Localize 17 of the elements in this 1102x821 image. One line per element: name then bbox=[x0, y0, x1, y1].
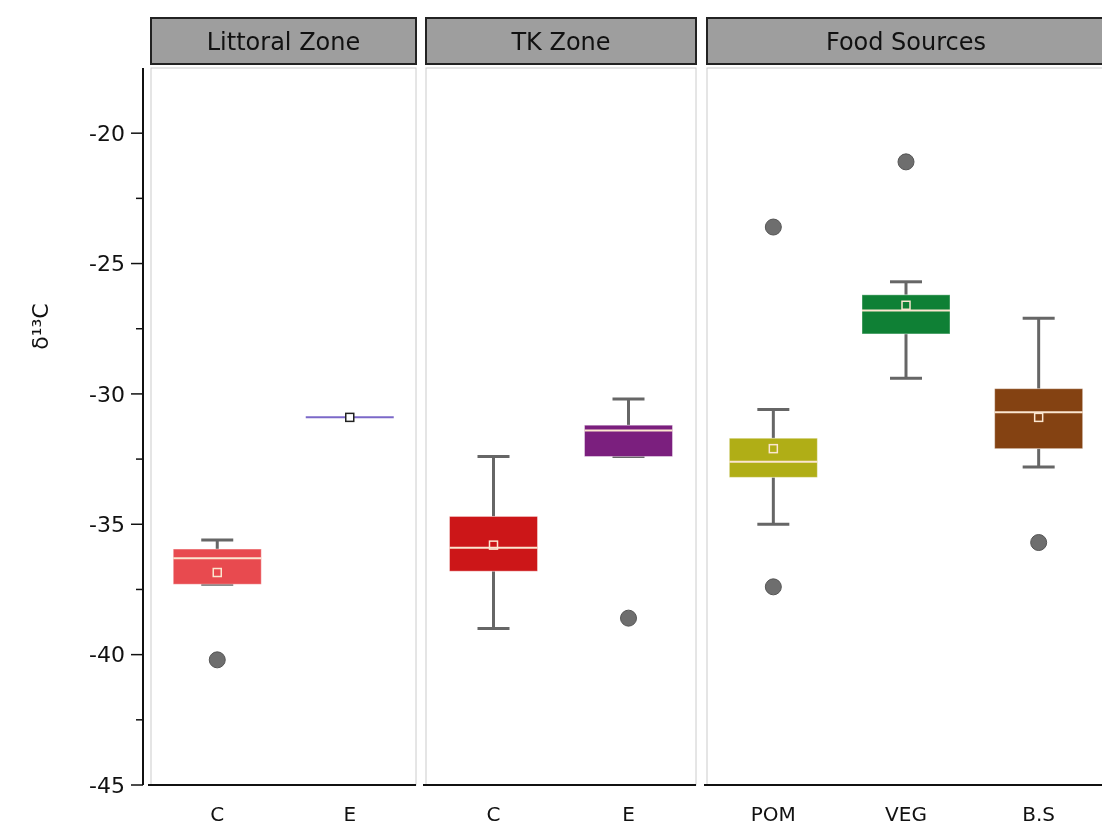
x-tick-label: C bbox=[210, 802, 225, 821]
x-tick-label: E bbox=[622, 802, 635, 821]
x-tick-label: E bbox=[343, 802, 357, 821]
y-tick-label: -40 bbox=[89, 642, 125, 668]
y-tick-label: -25 bbox=[89, 251, 125, 277]
chart-title: Food Sources bbox=[825, 28, 987, 56]
y-tick-label: -20 bbox=[89, 120, 125, 146]
y-tick-label: -45 bbox=[89, 772, 125, 798]
x-tick-label: C bbox=[486, 802, 501, 821]
x-tick-label: B.S bbox=[1022, 802, 1056, 821]
x-tick-label: VEG bbox=[885, 802, 927, 821]
chart-title: TK Zone bbox=[510, 28, 611, 56]
y-tick-label: -30 bbox=[89, 381, 125, 407]
y-axis-title: δ¹³C bbox=[28, 303, 53, 350]
x-tick-label: POM bbox=[750, 802, 796, 821]
y-tick-label: -35 bbox=[89, 511, 125, 537]
chart-title: Littoral Zone bbox=[206, 28, 361, 56]
